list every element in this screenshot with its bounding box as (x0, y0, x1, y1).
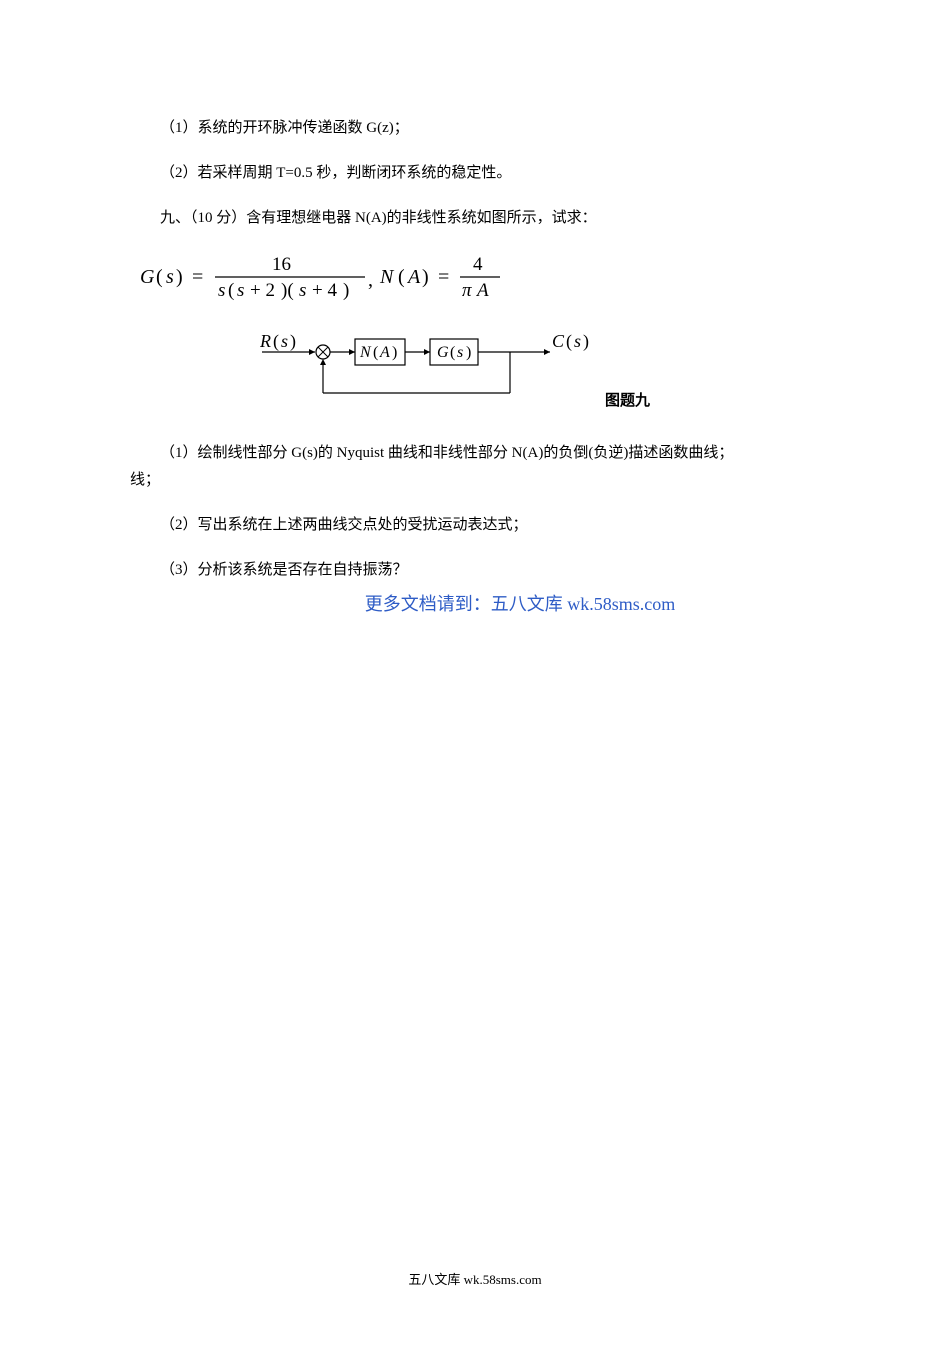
formula-text: + 2 (250, 280, 275, 301)
diagram-text: N (359, 344, 372, 361)
question-9-intro: 九、（10 分）含有理想继电器 N(A)的非线性系统如图所示，试求： (130, 205, 820, 232)
diagram-text: ) (583, 331, 589, 352)
formula-text: s (166, 266, 174, 288)
formula-text: N (379, 266, 395, 288)
question-prev-part2: （2）若采样周期 T=0.5 秒，判断闭环系统的稳定性。 (130, 160, 820, 187)
formula-text: s (237, 280, 244, 301)
formula-text: ( (398, 266, 405, 288)
formula-text: s (299, 280, 306, 301)
formula-text: 16 (272, 254, 291, 275)
formula-text: , (368, 269, 373, 291)
diagram-text: s (281, 331, 288, 351)
formula-text: ( (228, 280, 234, 301)
question-9-part3: （3）分析该系统是否存在自持振荡？ (130, 557, 820, 584)
diagram-text: C (552, 331, 565, 351)
page-content: （1）系统的开环脉冲传递函数 G(z)； （2）若采样周期 T=0.5 秒，判断… (0, 0, 950, 616)
formula-text: 4 (473, 254, 483, 275)
question-prev-part1: （1）系统的开环脉冲传递函数 G(z)； (130, 115, 820, 142)
formula-text: = (438, 266, 449, 288)
diagram-text: A (379, 344, 390, 361)
diagram-text: R (260, 331, 271, 351)
formula-text: G (140, 266, 155, 288)
diagram-text: s (574, 331, 581, 351)
arrow-head (309, 349, 315, 355)
arrow-head (424, 349, 430, 355)
block-diagram: R ( s ) N ( A ) G ( s (130, 325, 820, 415)
diagram-label: 图题九 (605, 389, 650, 410)
page-footer: 五八文库 wk.58sms.com (0, 1269, 950, 1288)
formula-text: A (406, 266, 421, 288)
watermark-link: 更多文档请到：五八文库 wk.58sms.com (220, 590, 820, 616)
arrow-head (544, 349, 550, 355)
formula-text: ( (156, 266, 163, 288)
question-9-part1-tail: 线； (130, 467, 820, 494)
diagram-text: ) (290, 331, 296, 352)
formula-text: s (218, 280, 225, 301)
diagram-text: ( (566, 331, 572, 352)
diagram-text: s (457, 344, 463, 361)
formula-text: ) (176, 266, 183, 288)
diagram-text: ( (373, 344, 378, 361)
question-9-part2: （2）写出系统在上述两曲线交点处的受扰运动表达式； (130, 512, 820, 539)
formula-text: )( (281, 280, 294, 301)
diagram-text: ) (392, 344, 397, 361)
question-9-part1: （1）绘制线性部分 G(s)的 Nyquist 曲线和非线性部分 N(A)的负倒… (130, 440, 820, 467)
formula-text: π (462, 280, 472, 301)
diagram-text: ) (466, 344, 471, 361)
formula-text: ) (422, 266, 429, 288)
diagram-text: ( (273, 331, 279, 352)
arrow-head (349, 349, 355, 355)
formula-text: A (475, 280, 489, 301)
diagram-text: ( (450, 344, 455, 361)
formula-text: ) (343, 280, 349, 301)
formula-text: = (192, 266, 203, 288)
formula-text: + 4 (312, 280, 337, 301)
formula-gs-na: G ( s ) = 16 s ( s + 2 )( s + 4 ) , N ( … (130, 250, 820, 305)
arrow-head (320, 359, 326, 365)
diagram-text: G (437, 344, 449, 361)
